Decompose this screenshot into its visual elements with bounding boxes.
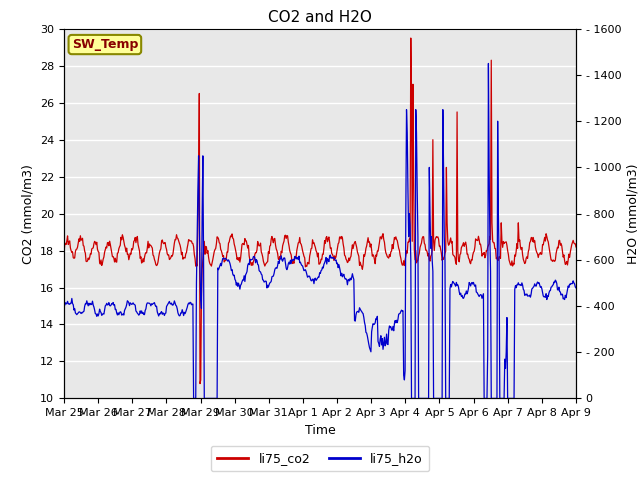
Y-axis label: H2O (mmol/m3): H2O (mmol/m3) — [627, 163, 640, 264]
Legend: li75_co2, li75_h2o: li75_co2, li75_h2o — [211, 446, 429, 471]
Y-axis label: CO2 (mmol/m3): CO2 (mmol/m3) — [22, 164, 35, 264]
Title: CO2 and H2O: CO2 and H2O — [268, 10, 372, 25]
X-axis label: Time: Time — [305, 424, 335, 437]
Text: SW_Temp: SW_Temp — [72, 38, 138, 51]
